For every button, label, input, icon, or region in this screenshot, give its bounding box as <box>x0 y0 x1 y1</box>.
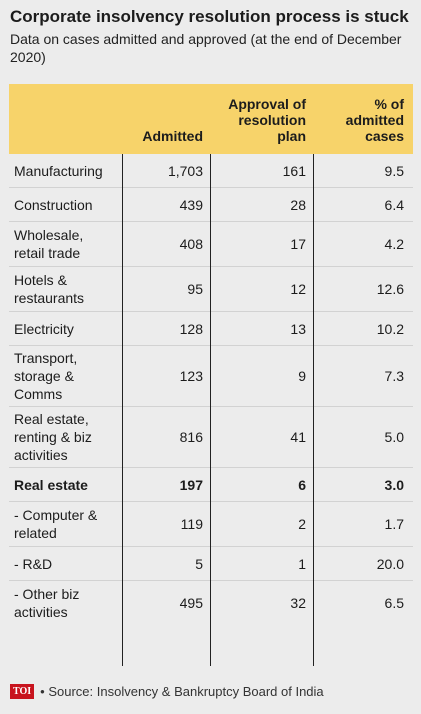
toi-logo: TOI <box>10 683 35 699</box>
cell-approval: 6 <box>298 476 306 493</box>
cell-admitted: 816 <box>179 429 203 445</box>
table-header: Admitted Approval of resolution plan % o… <box>9 84 413 154</box>
cell-approval: 2 <box>298 516 306 532</box>
cell-percent: 12.6 <box>376 281 404 297</box>
column-header-admitted-text: Admitted <box>142 128 203 144</box>
row-label: Wholesale, retail trade <box>14 227 84 261</box>
table-row: - Computer & related 119 2 1.7 <box>9 502 413 547</box>
row-label: - Computer & related <box>14 507 98 541</box>
table-row: Wholesale, retail trade 408 17 4.2 <box>9 222 413 267</box>
cell-approval: 28 <box>290 196 306 213</box>
cell-admitted: 408 <box>179 236 203 252</box>
table-row: - Other biz activities 495 32 6.5 <box>9 581 413 625</box>
cell-approval: 41 <box>290 429 306 445</box>
cell-percent: 1.7 <box>384 516 404 532</box>
cell-admitted: 123 <box>179 368 203 384</box>
cell-admitted: 1,703 <box>167 162 203 179</box>
data-table: Admitted Approval of resolution plan % o… <box>9 84 413 666</box>
table-row: Electricity 128 13 10.2 <box>9 312 413 346</box>
chart-title: Corporate insolvency resolution process … <box>10 7 409 26</box>
cell-approval: 161 <box>282 162 306 179</box>
table-row: Hotels & restaurants 95 12 12.6 <box>9 267 413 312</box>
cell-percent: 4.2 <box>384 236 404 252</box>
title-block: Corporate insolvency resolution process … <box>10 6 410 66</box>
column-divider <box>122 154 123 666</box>
row-label: Manufacturing <box>14 162 103 179</box>
row-label: Hotels & restaurants <box>14 272 85 306</box>
row-label: Real estate <box>14 476 88 493</box>
cell-percent: 3.0 <box>384 476 404 493</box>
cell-approval: 17 <box>290 236 306 252</box>
cell-percent: 9.5 <box>384 162 404 179</box>
cell-percent: 7.3 <box>384 368 404 384</box>
cell-approval: 9 <box>298 368 306 384</box>
table-body: Manufacturing 1,703 161 9.5 Construction 439 2… <box>9 154 413 625</box>
table-row: - R&D 5 1 20.0 <box>9 547 413 581</box>
cell-admitted: 5 <box>195 555 203 572</box>
row-label: - R&D <box>14 555 53 572</box>
row-label: Electricity <box>14 320 74 337</box>
cell-percent: 6.5 <box>384 595 404 611</box>
table-row: Manufacturing 1,703 161 9.5 <box>9 154 413 188</box>
cell-percent: 5.0 <box>384 429 404 445</box>
cell-admitted: 439 <box>179 196 203 213</box>
cell-admitted: 119 <box>180 516 203 532</box>
table-row: Construction 439 28 6.4 <box>9 188 413 222</box>
cell-approval: 13 <box>290 320 306 337</box>
cell-percent: 10.2 <box>376 320 404 337</box>
cell-admitted: 128 <box>179 320 203 337</box>
column-header-approval: Approval of resolution plan <box>228 96 306 144</box>
cell-admitted: 197 <box>179 476 203 493</box>
column-header-percent-line: admitted <box>345 112 404 128</box>
row-label: Real estate, renting & biz activities <box>14 411 92 463</box>
cell-percent: 20.0 <box>376 555 404 572</box>
column-header-approval-line: Approval of <box>228 96 306 112</box>
cell-approval: 1 <box>298 555 306 572</box>
column-header-percent: % of admitted cases <box>346 96 404 144</box>
cell-admitted: 95 <box>187 281 203 297</box>
cell-approval: 32 <box>290 595 306 611</box>
table-row: Real estate 197 6 3.0 <box>9 468 413 502</box>
column-divider <box>313 154 314 666</box>
column-header-admitted: Admitted <box>142 128 203 144</box>
source-note: • Source: Insolvency & Bankruptcy Board … <box>40 683 324 699</box>
table-row: Transport, storage & Comms 123 9 7.3 <box>9 346 413 407</box>
footer: TOI • Source: Insolvency & Bankruptcy Bo… <box>10 682 324 700</box>
table-row: Real estate, renting & biz activities 816… <box>9 407 413 468</box>
chart-subtitle: Data on cases admitted and approved (at … <box>10 31 402 65</box>
cell-percent: 6.4 <box>384 196 404 213</box>
column-header-approval-line: plan <box>277 128 306 144</box>
column-header-percent-line: % of <box>374 96 404 112</box>
cell-admitted: 495 <box>179 595 203 611</box>
cell-approval: 12 <box>290 281 306 297</box>
row-label: Transport, storage & Comms <box>14 350 78 402</box>
column-header-percent-line: cases <box>365 128 404 144</box>
column-divider <box>210 154 211 666</box>
row-label: - Other biz activities <box>14 586 80 620</box>
column-header-approval-line: resolution <box>238 112 306 128</box>
row-label: Construction <box>14 196 93 213</box>
